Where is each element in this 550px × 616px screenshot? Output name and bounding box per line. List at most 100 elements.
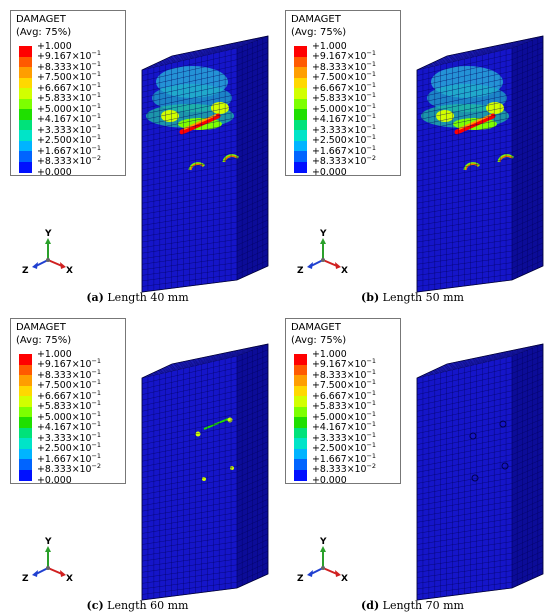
panel-caption: (d) Length 70 mm — [275, 599, 550, 612]
legend-value: +5.833×10−1 — [37, 91, 102, 104]
block-outline — [416, 343, 544, 601]
legend-value: +4.167×10−1 — [37, 420, 102, 433]
legend-value: +0.000 — [37, 166, 72, 178]
legend-swatch — [19, 417, 32, 428]
legend-swatch — [294, 406, 307, 418]
block-outline — [141, 35, 269, 293]
legend-value: +3.333×10−1 — [312, 430, 377, 444]
x-axis-arrow — [47, 567, 63, 575]
legend-value: +8.333×10−2 — [37, 462, 102, 475]
legend-swatch — [294, 448, 307, 460]
legend-value: +5.000×10−1 — [312, 101, 377, 115]
fe-model-render — [416, 35, 544, 293]
legend-value: +6.667×10−1 — [37, 388, 102, 402]
legend-swatch — [19, 77, 32, 89]
legend-value: +6.667×10−1 — [312, 388, 377, 402]
block-outline — [141, 343, 269, 601]
fe-model-render — [141, 343, 269, 601]
z-axis-arrow — [310, 259, 324, 267]
legend-value: +9.167×10−1 — [312, 357, 377, 370]
legend-swatch — [294, 88, 307, 99]
legend-swatch — [19, 448, 32, 460]
legend-value: +8.333×10−2 — [312, 154, 377, 167]
legend-subtitle: (Avg: 75%) — [16, 27, 72, 38]
legend-value: +9.167×10−1 — [37, 357, 102, 370]
legend-value: +5.000×10−1 — [312, 409, 377, 423]
legend-swatch — [19, 469, 32, 481]
legend-swatch — [19, 56, 32, 68]
y-axis-label: Y — [44, 537, 52, 547]
legend-value: +0.000 — [312, 474, 347, 486]
legend-swatch — [294, 140, 307, 152]
legend-value: +5.833×10−1 — [312, 399, 377, 412]
panel-caption-text: Length 70 mm — [382, 599, 464, 612]
panel-b: DAMAGET (Avg: 75%) +1.000 +9.167×10−1 +8.333… — [275, 0, 550, 308]
triad-axes — [32, 546, 66, 577]
z-axis-label: Z — [22, 574, 29, 584]
panel-a: DAMAGET (Avg: 75%) +1.000 +9.167×10−1 +8.333… — [0, 0, 275, 308]
legend-value: +8.333×10−2 — [37, 154, 102, 167]
legend-value: +8.333×10−2 — [312, 462, 377, 475]
legend-swatch — [294, 46, 307, 57]
legend-value: +8.333×10−1 — [37, 367, 102, 381]
panel-caption: (c) Length 60 mm — [0, 599, 275, 612]
legend-value: +6.667×10−1 — [312, 80, 377, 94]
legend-value: +1.000 — [37, 348, 72, 360]
x-axis-label: X — [341, 266, 348, 276]
panel-d: DAMAGET (Avg: 75%) +1.000 +9.167×10−1 +8.333… — [275, 308, 550, 616]
legend-swatch — [19, 364, 32, 376]
legend-swatch — [294, 98, 307, 110]
panel-caption: (b) Length 50 mm — [275, 291, 550, 304]
legend-value: +1.000 — [312, 348, 347, 360]
damage-legend: DAMAGET (Avg: 75%) +1.000 +9.167×10−1 +8.333… — [285, 318, 401, 486]
triad-axes — [307, 238, 341, 269]
legend-value: +8.333×10−1 — [312, 59, 377, 73]
legend-swatch — [294, 438, 307, 449]
legend-value: +2.500×10−1 — [312, 441, 377, 454]
legend-value: +1.667×10−1 — [37, 143, 102, 157]
axis-triad: Y X Z — [22, 229, 73, 276]
panel-caption: (a) Length 40 mm — [0, 291, 275, 304]
z-axis-label: Z — [22, 266, 29, 276]
legend-swatch — [19, 98, 32, 110]
axis-triad: Y X Z — [297, 229, 348, 276]
legend-swatch — [294, 130, 307, 141]
damage-legend: DAMAGET (Avg: 75%) +1.000 +9.167×10−1 +8.333… — [10, 318, 126, 486]
legend-value: +3.333×10−1 — [37, 122, 102, 136]
x-axis-arrow — [322, 259, 338, 267]
legend-swatch — [19, 161, 32, 173]
legend-value: +4.167×10−1 — [37, 112, 102, 125]
legend-swatch — [294, 77, 307, 89]
panel-letter: (c) — [86, 599, 104, 612]
legend-swatch — [294, 459, 307, 470]
legend-swatch — [19, 119, 32, 131]
legend-swatch — [294, 354, 307, 365]
legend-value: +4.167×10−1 — [312, 420, 377, 433]
legend-title: DAMAGET — [16, 14, 66, 25]
damage-legend: DAMAGET (Avg: 75%) +1.000 +9.167×10−1 +8.333… — [285, 10, 401, 178]
legend-subtitle: (Avg: 75%) — [291, 335, 347, 346]
legend-swatch — [19, 406, 32, 418]
legend-swatch — [19, 385, 32, 397]
legend-swatch — [294, 161, 307, 173]
legend-value: +1.000 — [37, 40, 72, 52]
legend-swatch — [294, 56, 307, 68]
mesh-grid — [141, 35, 269, 293]
panel-letter: (d) — [361, 599, 380, 612]
axis-triad: Y X Z — [297, 537, 348, 584]
legend-swatch — [294, 364, 307, 376]
x-axis-label: X — [66, 266, 73, 276]
legend-value: +9.167×10−1 — [312, 49, 377, 62]
legend-value: +1.667×10−1 — [312, 451, 377, 465]
legend-value: +1.667×10−1 — [312, 143, 377, 157]
z-axis-arrow — [35, 567, 49, 575]
x-axis-label: X — [341, 574, 348, 584]
legend-value: +7.500×10−1 — [312, 70, 377, 83]
legend-value: +8.333×10−1 — [312, 367, 377, 381]
mesh-grid — [416, 343, 544, 601]
legend-value: +6.667×10−1 — [37, 80, 102, 94]
legend-value: +1.000 — [312, 40, 347, 52]
legend-swatch — [19, 459, 32, 470]
legend-value: +8.333×10−1 — [37, 59, 102, 73]
y-axis-label: Y — [319, 229, 327, 239]
